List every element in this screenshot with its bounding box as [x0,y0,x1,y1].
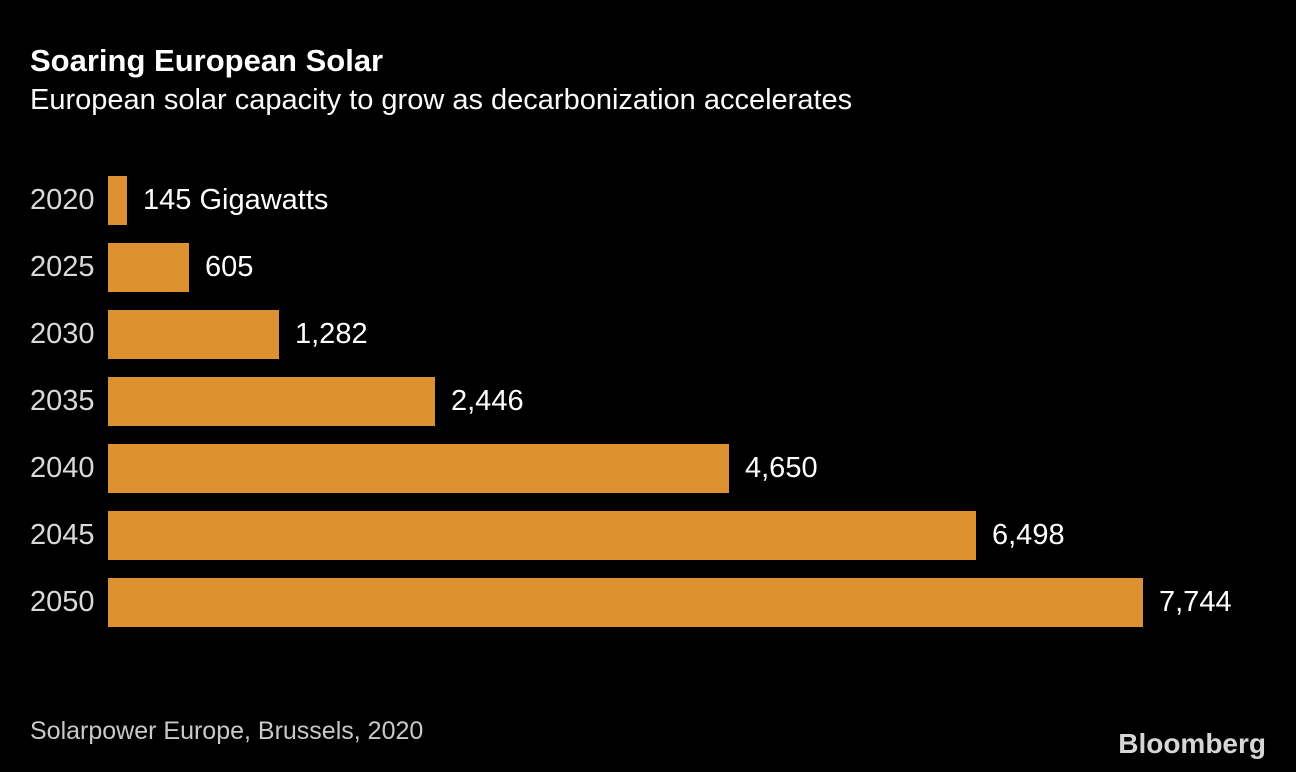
chart-row: 2020 145 Gigawatts [30,167,1266,234]
bar [108,176,127,225]
value-label: 605 [205,251,254,283]
chart-row: 2035 2,446 [30,368,1266,435]
category-label: 2025 [30,251,95,283]
bloomberg-logo: Bloomberg [1118,728,1266,759]
chart-row: 2030 1,282 [30,301,1266,368]
value-label: 145 Gigawatts [143,184,329,216]
bar [108,578,1143,627]
chart-title: Soaring European Solar [30,43,384,78]
bar-chart: 2020 145 Gigawatts 2025 605 2030 1,282 2035 2,4… [30,167,1266,636]
chart-header: Soaring European Solar European solar ca… [30,42,1266,120]
category-label: 2030 [30,318,95,350]
bar [108,511,976,560]
bar [108,377,435,426]
value-label: 1,282 [295,318,368,350]
chart-row: 2050 7,744 [30,569,1266,636]
value-label: 7,744 [1159,586,1232,618]
chart-row: 2025 605 [30,234,1266,301]
source-attribution: Solarpower Europe, Brussels, 2020 [30,717,424,745]
category-label: 2040 [30,452,95,484]
value-label: 4,650 [745,452,818,484]
bar [108,243,189,292]
category-label: 2035 [30,385,95,417]
chart-row: 2045 6,498 [30,502,1266,569]
chart-row: 2040 4,650 [30,435,1266,502]
chart-subtitle: European solar capacity to grow as decar… [30,84,853,116]
bar [108,444,729,493]
category-label: 2020 [30,184,95,216]
category-label: 2050 [30,586,95,618]
value-label: 2,446 [451,385,524,417]
bar [108,310,279,359]
category-label: 2045 [30,519,95,551]
value-label: 6,498 [992,519,1065,551]
